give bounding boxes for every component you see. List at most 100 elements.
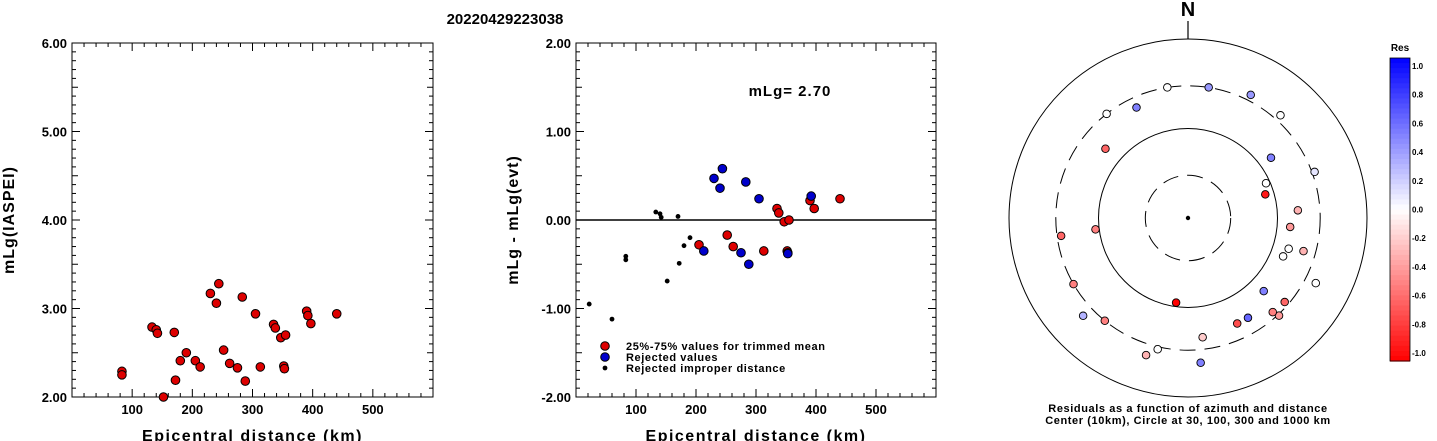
- data-point-trimmed: [835, 193, 845, 204]
- data-point-trimmed: [224, 358, 235, 369]
- north-label: N: [1181, 0, 1195, 21]
- legend-label: Rejected values: [626, 352, 718, 364]
- station-residual-point: [1284, 244, 1293, 254]
- station-residual-point: [1261, 179, 1271, 188]
- data-point-trimmed: [774, 208, 784, 218]
- station-residual-point: [1232, 319, 1242, 328]
- data-point-trimmed: [170, 375, 181, 385]
- colorbar-segment: [1390, 320, 1410, 327]
- station-residual-point: [1163, 83, 1172, 92]
- data-point-trimmed: [809, 203, 820, 214]
- y-tick-label: 1.00: [546, 125, 571, 140]
- data-point-rejected: [744, 259, 754, 270]
- distance-ring-100km: [1098, 128, 1278, 308]
- data-point-rejected: [741, 177, 751, 187]
- colorbar-segment: [1390, 350, 1410, 357]
- data-point-rejected: [717, 163, 728, 174]
- residual-vs-distance-plot: 100 200 300 400 500 -2.00 -1.00 0.00 1.00 2.00 Epi…: [505, 36, 937, 441]
- colorbar-segment: [1390, 335, 1410, 342]
- data-point-trimmed: [169, 327, 180, 338]
- data-point-trimmed: [214, 278, 224, 289]
- colorbar-segment: [1390, 265, 1410, 271]
- colorbar-segment: [1390, 204, 1410, 211]
- x-tick-label: 400: [302, 402, 324, 417]
- data-point-trimmed: [280, 330, 291, 340]
- data-point-trimmed: [728, 241, 739, 252]
- data-point-improper: [681, 243, 687, 249]
- colorbar-segment: [1390, 103, 1410, 110]
- data-point-rejected: [754, 193, 764, 204]
- colorbar-segment: [1390, 194, 1410, 200]
- data-point-trimmed: [218, 345, 229, 355]
- y-tick-label: 4.00: [42, 213, 67, 228]
- distance-ring-300km: [1055, 85, 1321, 351]
- colorbar-segment: [1390, 229, 1410, 236]
- x-axis-label: Epicentral distance (km): [142, 428, 363, 441]
- colorbar-segment: [1390, 310, 1410, 317]
- x-tick-label: 500: [362, 402, 384, 417]
- data-point-improper: [609, 316, 615, 322]
- colorbar-segment: [1390, 58, 1410, 64]
- colorbar-segment: [1390, 68, 1410, 74]
- legend-marker: [602, 365, 608, 371]
- data-point-trimmed: [232, 362, 243, 373]
- data-point-trimmed: [784, 215, 794, 225]
- colorbar-segment: [1390, 133, 1410, 140]
- colorbar-segment: [1390, 295, 1410, 301]
- colorbar-segment: [1390, 254, 1410, 261]
- data-point-trimmed: [331, 309, 342, 319]
- colorbar-segment: [1390, 355, 1410, 362]
- data-point-rejected: [806, 191, 817, 201]
- colorbar-segment: [1390, 224, 1410, 231]
- x-tick-label: 400: [805, 402, 827, 417]
- colorbar-segment: [1390, 153, 1410, 160]
- station-residual-point: [1311, 278, 1321, 288]
- data-point-improper: [675, 214, 681, 219]
- x-tick-label: 200: [181, 402, 203, 417]
- data-point-trimmed: [175, 355, 186, 366]
- colorbar-segment: [1390, 214, 1410, 221]
- colorbar-segment: [1390, 325, 1410, 332]
- colorbar-segment: [1390, 184, 1410, 190]
- colorbar-segment: [1390, 113, 1410, 120]
- data-point-trimmed: [117, 370, 127, 380]
- colorbar-segment: [1390, 164, 1410, 170]
- data-point-trimmed: [205, 288, 216, 299]
- colorbar-segment: [1390, 174, 1410, 180]
- station-residual-point: [1261, 190, 1270, 199]
- y-tick-label: 6.00: [42, 36, 67, 51]
- colorbar-segment: [1390, 78, 1410, 84]
- colorbar-segment: [1390, 330, 1410, 337]
- station-residual-point: [1259, 286, 1268, 296]
- colorbar-segment: [1390, 249, 1410, 256]
- x-tick-label: 500: [865, 402, 887, 417]
- y-tick-label: 2.00: [42, 390, 67, 405]
- data-point-trimmed: [152, 328, 163, 339]
- data-point-trimmed: [158, 392, 169, 402]
- colorbar-tick-label: 0.6: [1412, 119, 1424, 128]
- colorbar-tick-label: -0.8: [1412, 320, 1426, 329]
- x-tick-label: 100: [625, 402, 647, 417]
- colorbar-segment: [1390, 189, 1410, 195]
- colorbar-segment: [1390, 98, 1410, 105]
- colorbar-tick-label: -0.6: [1412, 292, 1426, 301]
- colorbar-segment: [1390, 290, 1410, 296]
- legend-marker: [600, 352, 610, 362]
- data-point-trimmed: [694, 239, 704, 250]
- colorbar-segment: [1390, 239, 1410, 246]
- colorbar-segment: [1390, 270, 1410, 276]
- station-residual-point: [1198, 333, 1207, 342]
- polar-caption-line1: Residuals as a function of azimuth and d…: [1048, 403, 1327, 415]
- colorbar-segment: [1390, 340, 1410, 347]
- station-residual-point: [1204, 83, 1213, 92]
- colorbar-segment: [1390, 88, 1410, 94]
- data-point-improper: [687, 235, 693, 241]
- station-residual-point: [1102, 109, 1111, 119]
- data-point-rejected: [736, 247, 746, 258]
- station-residual-point: [1171, 298, 1181, 307]
- colorbar-segment: [1390, 148, 1410, 155]
- y-tick-label: 2.00: [546, 36, 571, 51]
- data-point-improper: [623, 257, 629, 263]
- station-residual-point: [1153, 345, 1162, 354]
- legend-marker: [600, 341, 610, 351]
